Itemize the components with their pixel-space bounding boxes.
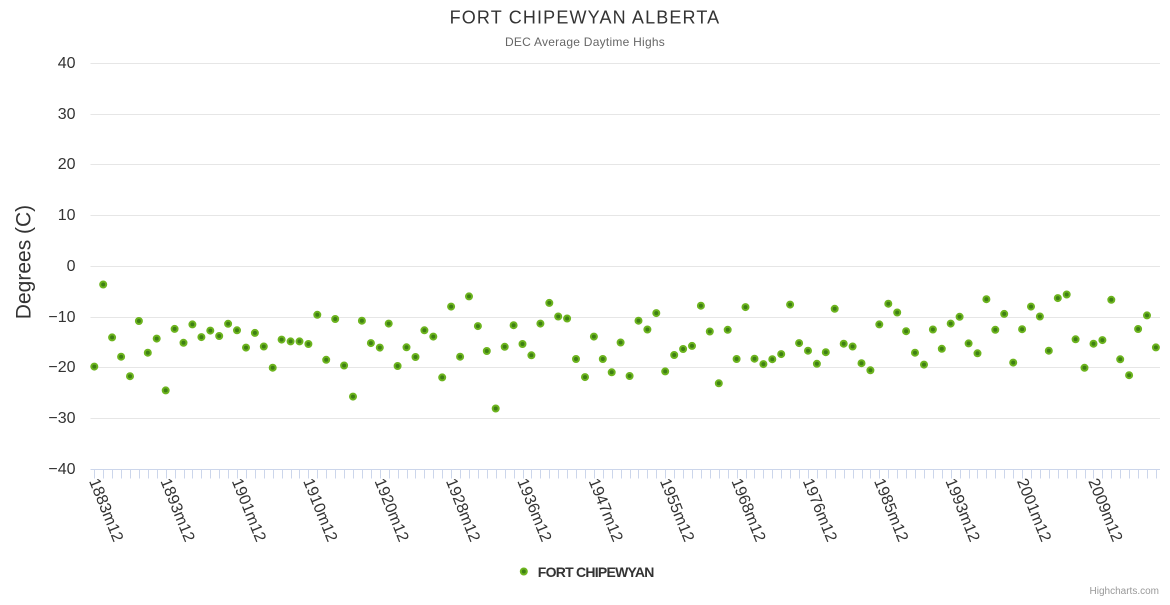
- svg-text:−10: −10: [48, 309, 75, 326]
- svg-text:40: 40: [58, 55, 76, 72]
- svg-text:Highcharts.com: Highcharts.com: [1090, 586, 1159, 597]
- svg-text:20: 20: [58, 156, 76, 173]
- svg-text:DEC Average Daytime Highs: DEC Average Daytime Highs: [505, 35, 665, 49]
- svg-text:0: 0: [67, 258, 76, 275]
- svg-text:−20: −20: [48, 359, 75, 376]
- svg-text:−30: −30: [48, 410, 75, 427]
- svg-text:10: 10: [58, 207, 76, 224]
- svg-text:−40: −40: [48, 461, 75, 478]
- svg-text:FORT CHIPEWYAN: FORT CHIPEWYAN: [538, 564, 654, 580]
- svg-text:Degrees (C): Degrees (C): [13, 205, 36, 319]
- svg-text:30: 30: [58, 106, 76, 123]
- svg-text:FORT CHIPEWYAN ALBERTA: FORT CHIPEWYAN ALBERTA: [450, 8, 721, 28]
